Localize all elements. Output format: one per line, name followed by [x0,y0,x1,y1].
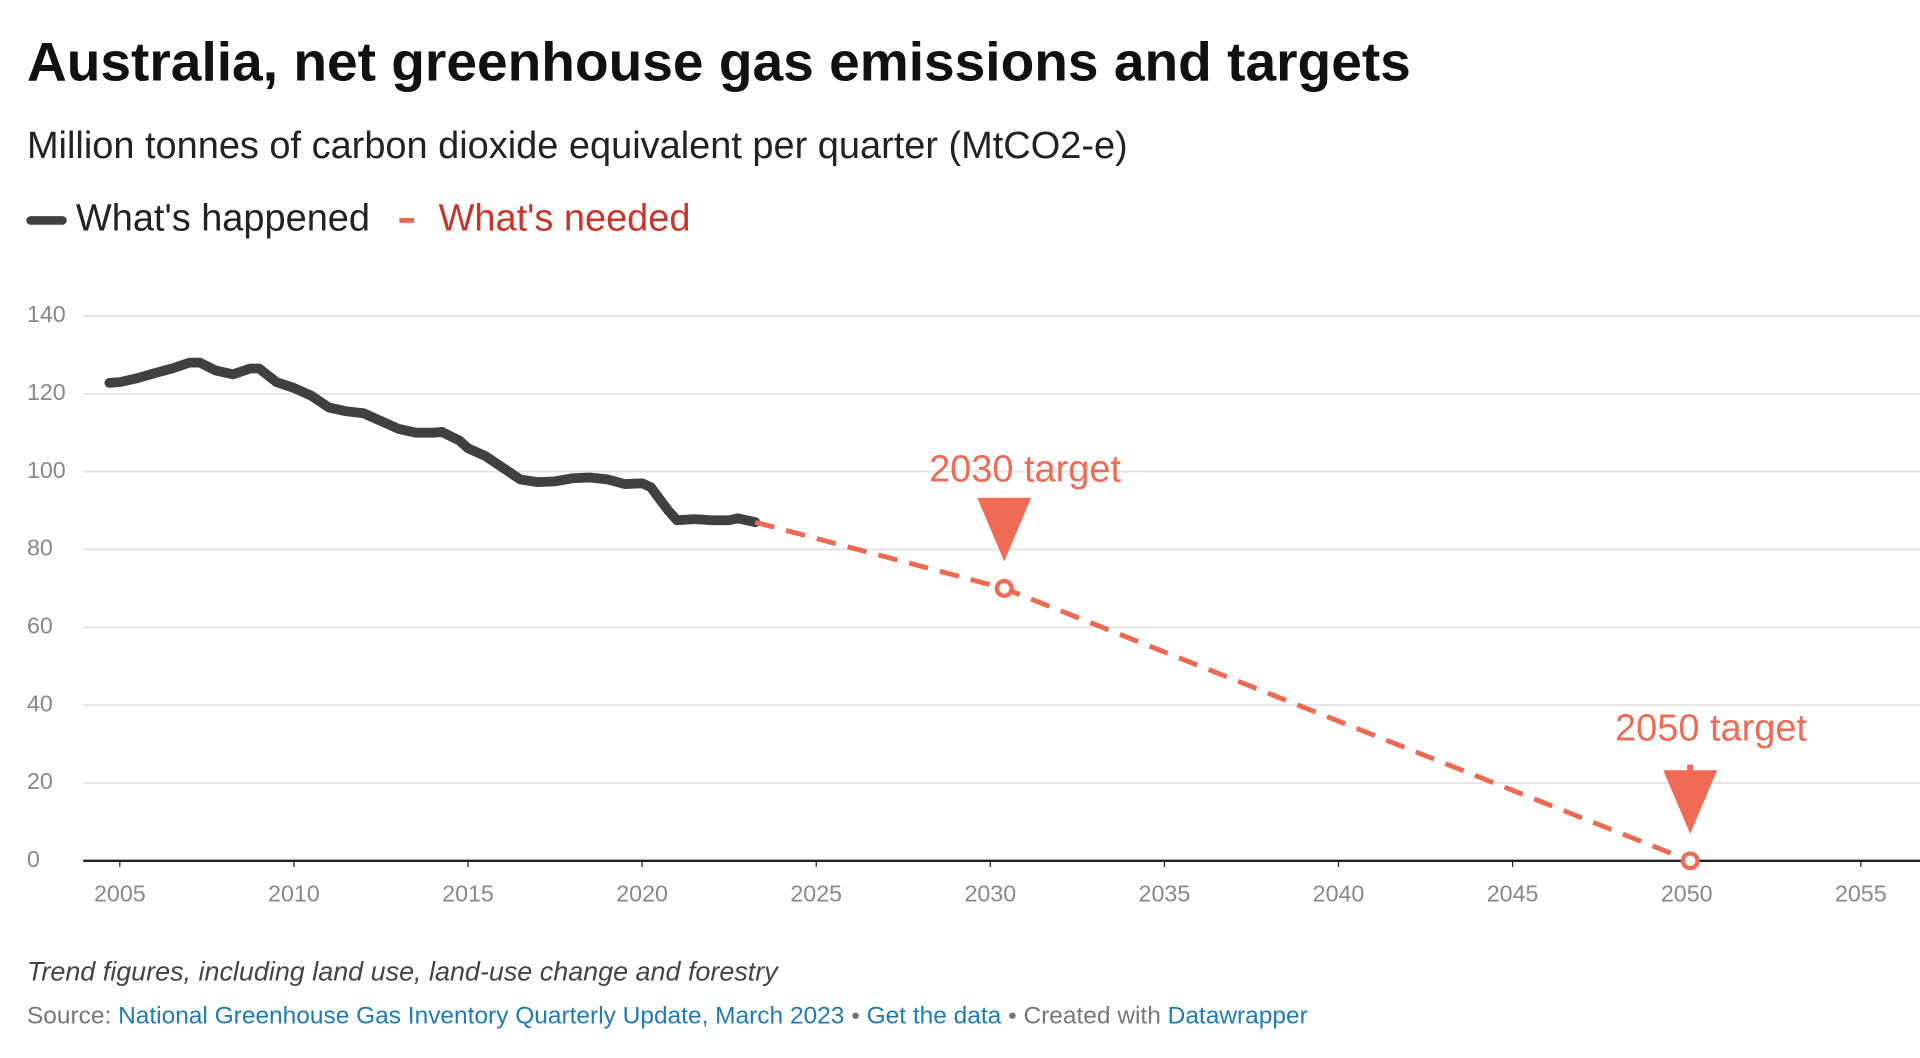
x-tick-label: 2040 [1313,880,1365,906]
plot-area: 2030 target 2050 target [104,357,1807,871]
credit: Created with [1023,1003,1160,1030]
x-tick-label: 2045 [1487,880,1539,906]
y-tick-label: 0 [27,846,40,872]
x-tick-label: 2005 [94,880,146,906]
target-point [994,578,1014,598]
x-tick-label: 2035 [1139,880,1191,906]
legend-label: What's happened [76,197,370,239]
credit-link[interactable]: Datawrapper [1168,1003,1308,1030]
source-link[interactable]: National Greenhouse Gas Inventory Quarte… [118,1003,844,1030]
annotation-label: 2030 target [929,449,1121,491]
x-tick-label: 2055 [1835,880,1887,906]
annotation-arrow-head [977,497,1032,562]
target-point [1680,851,1700,871]
note: Trend figures, including land use, land-… [27,957,779,987]
x-tick-label: 2010 [268,880,320,906]
annotation-label: 2050 target [1615,707,1807,749]
x-tick-label: 2015 [442,880,494,906]
y-tick-label: 60 [27,612,53,638]
data-line [104,357,761,528]
legend: What's happened What's needed [26,197,691,239]
x-tick-label: 2030 [964,880,1016,906]
get-data-link[interactable]: Get the data [867,1003,1002,1030]
y-tick-label: 140 [27,301,66,327]
y-tick-label: 40 [27,690,53,716]
chart-subtitle: Million tonnes of carbon dioxide equival… [27,125,1128,167]
footer: Source: National Greenhouse Gas Inventor… [27,1003,1308,1030]
annotation-arrow-head [1663,770,1718,834]
source-label: Source: [27,1003,111,1030]
x-tick-label: 2050 [1661,880,1713,906]
separator: • [851,1003,860,1030]
target-line [754,519,1692,864]
separator: • [1008,1003,1017,1030]
x-tick-label: 2025 [790,880,842,906]
y-tick-label: 80 [27,535,53,561]
x-tick-label: 2020 [616,880,668,906]
chart-title: Australia, net greenhouse gas emissions … [27,31,1411,93]
legend-label: What's needed [439,197,691,239]
y-tick-label: 120 [27,379,66,405]
y-tick-label: 100 [27,457,66,483]
y-tick-label: 20 [27,768,53,794]
